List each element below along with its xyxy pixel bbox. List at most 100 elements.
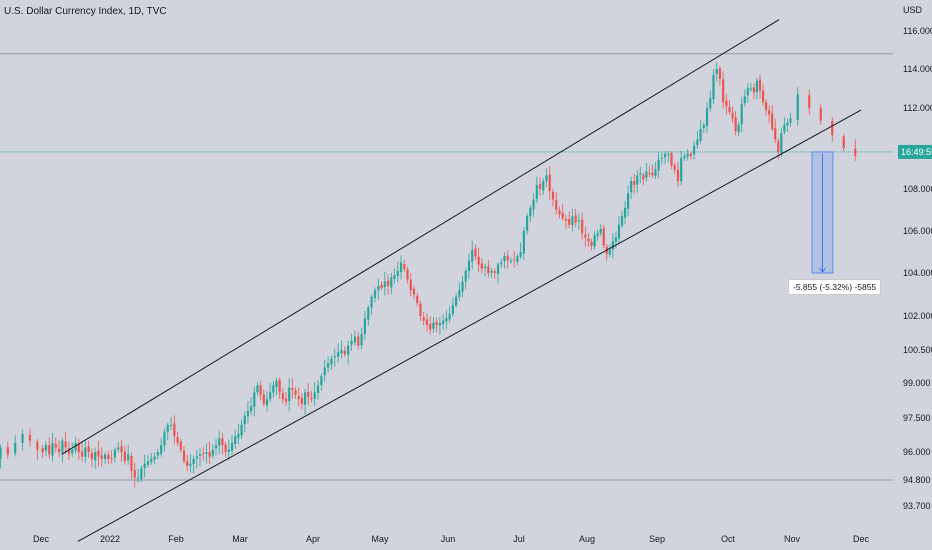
candle: [198, 448, 202, 467]
candle: [419, 300, 422, 321]
candle-body: [227, 449, 230, 453]
candle: [593, 231, 596, 250]
candle: [416, 292, 419, 307]
candle-body: [221, 438, 224, 446]
candle-body: [740, 104, 743, 125]
candle: [438, 316, 442, 335]
candle: [156, 448, 159, 460]
candle-body: [390, 277, 393, 288]
candle-body: [146, 461, 150, 465]
candle: [642, 172, 645, 186]
candle: [54, 437, 57, 453]
candle-body: [561, 212, 564, 219]
candle-body: [363, 318, 367, 334]
candle: [195, 450, 198, 469]
candle: [442, 314, 445, 330]
candle: [41, 444, 44, 458]
candle: [620, 210, 624, 229]
candle-body: [218, 438, 221, 446]
candle-body: [153, 456, 156, 460]
candle: [542, 178, 545, 196]
candle: [500, 258, 503, 269]
candle: [340, 340, 343, 359]
candle-body: [97, 450, 100, 457]
candle-body: [107, 454, 110, 459]
candle-body: [480, 263, 483, 269]
candle: [602, 224, 605, 249]
candle-body: [272, 385, 275, 393]
candle-body: [74, 442, 77, 451]
candle-body: [429, 323, 432, 330]
candle: [143, 454, 146, 478]
candle: [316, 380, 320, 400]
candle: [496, 262, 500, 284]
candle-body: [186, 460, 189, 466]
candle-body: [262, 394, 265, 404]
candle-body: [230, 442, 234, 451]
candle-body: [689, 153, 692, 156]
candle-body: [386, 280, 390, 286]
candle-body: [786, 122, 789, 126]
candle-body: [303, 392, 307, 405]
candle: [303, 388, 307, 415]
time-tick-label: Jul: [513, 534, 525, 544]
candle-body: [94, 452, 97, 461]
time-tick-label: Sep: [649, 534, 665, 544]
candle-body: [474, 248, 477, 257]
candle-body: [780, 133, 783, 154]
candle: [454, 292, 458, 308]
candle: [370, 294, 373, 315]
candle-body: [120, 445, 123, 452]
candle-body: [712, 74, 715, 100]
candle-body: [471, 249, 474, 262]
candle-body: [496, 264, 500, 274]
candle-body: [347, 345, 350, 355]
candle-body: [555, 200, 558, 210]
candle: [256, 382, 259, 396]
candle-body: [294, 390, 297, 395]
measurement-layer: [811, 151, 834, 274]
candle-body: [602, 228, 605, 246]
candle: [337, 343, 340, 363]
candle-body: [442, 320, 445, 325]
candle: [490, 268, 493, 279]
candle-body: [435, 321, 438, 326]
candle: [380, 281, 383, 291]
candle-body: [587, 238, 590, 242]
candle-body: [538, 183, 542, 189]
candle: [330, 355, 333, 370]
price-axis: USD116.000114.000112.000110.000108.00010…: [898, 5, 932, 511]
candle: [208, 441, 211, 465]
candle: [755, 78, 759, 100]
price-tick-label: 96.000: [903, 447, 931, 457]
candle-body: [100, 455, 103, 459]
candle-body: [545, 175, 548, 182]
candle: [396, 261, 399, 283]
time-tick-label: May: [371, 534, 389, 544]
candle: [715, 62, 718, 82]
candle-body: [281, 393, 284, 400]
candle-body: [438, 322, 442, 326]
candle: [581, 212, 584, 240]
candle-body: [367, 307, 370, 320]
candle-body: [84, 447, 87, 457]
candle: [409, 273, 412, 297]
candle-body: [370, 296, 373, 308]
candle-body: [454, 296, 458, 306]
candle: [399, 255, 403, 280]
candle-body: [522, 231, 525, 254]
candle-body: [743, 96, 746, 104]
candle: [487, 260, 490, 278]
candle-body: [416, 295, 419, 304]
candle: [28, 428, 32, 447]
candle-body: [234, 436, 237, 444]
candle-body: [673, 165, 676, 170]
candle-body: [755, 80, 759, 93]
candle-body: [639, 173, 642, 175]
candle: [445, 310, 448, 330]
candle: [670, 151, 673, 169]
candle-body: [642, 174, 645, 180]
candle: [291, 378, 294, 399]
candle-body: [198, 454, 202, 457]
